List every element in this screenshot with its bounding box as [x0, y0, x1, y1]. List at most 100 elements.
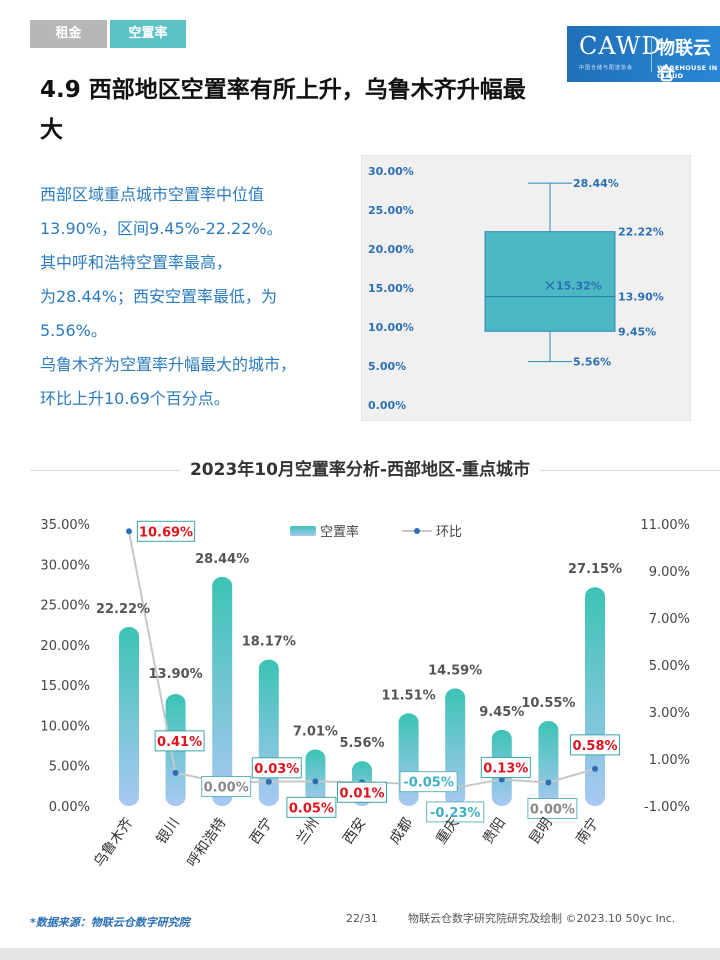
left-axis-tick-label: 20.00%: [40, 639, 90, 654]
line-value-label: 0.01%: [339, 786, 384, 801]
bar-value-label: 9.45%: [479, 705, 524, 720]
line-label-box: [480, 756, 531, 778]
bar-value-label: 5.56%: [339, 736, 384, 751]
copyright: 物联云仓数字研究院研究及绘制 ©2023.10 50yc Inc.: [408, 912, 676, 925]
left-axis-tick-label: 15.00%: [40, 679, 90, 694]
line-value-label: 0.05%: [289, 801, 334, 816]
line-label-box: [136, 520, 196, 542]
category-label: 成都: [387, 815, 416, 847]
category-label: 呼和浩特: [184, 815, 229, 870]
category-label: 银川: [154, 815, 183, 847]
box-y-tick-label: 10.00%: [368, 321, 414, 334]
box-y-tick-label: 30.00%: [368, 165, 414, 178]
line-value-label: 0.00%: [204, 781, 249, 796]
description-line: 其中呼和浩特空置率最高，: [40, 253, 233, 272]
bar-value-label: 18.17%: [242, 635, 296, 650]
box-min-label: 5.56%: [573, 356, 611, 369]
category-label: 南宁: [572, 815, 602, 848]
description-line: 13.90%，区间9.45%-22.22%。: [40, 219, 283, 238]
data-source: *数据来源：物联云仓数字研究院: [30, 916, 190, 929]
line-value-label: 0.41%: [157, 735, 202, 750]
page-number: 22/31: [346, 912, 378, 925]
line-label-box: [251, 757, 302, 779]
bar-value-label: 11.51%: [382, 688, 436, 703]
legend-line-label: 环比: [436, 525, 462, 540]
right-axis-tick-label: 11.00%: [640, 518, 690, 533]
description-line: 为28.44%；西安空置率最低，为: [40, 287, 278, 306]
bar-value-label: 13.90%: [149, 667, 203, 682]
tab-vacancy-rate[interactable]: 空置率: [110, 20, 186, 48]
line-value-label: 10.69%: [139, 525, 193, 540]
box-plot-panel: 0.00% 5.00% 10.00% 15.00% 20.00% 25.00% 30.00%…: [361, 155, 691, 421]
tab-rent[interactable]: 租金: [30, 20, 107, 48]
bar-value-label: 27.15%: [568, 562, 622, 577]
logo-separator: [651, 36, 652, 72]
category-label: 乌鲁木齐: [91, 815, 136, 870]
box-y-tick-label: 20.00%: [368, 243, 414, 256]
line-value-label: 0.03%: [254, 762, 299, 777]
left-axis-tick-label: 0.00%: [49, 800, 90, 815]
box-y-tick-label: 5.00%: [368, 360, 406, 373]
bar-value-label: 22.22%: [96, 602, 150, 617]
line-label-box: [570, 734, 620, 756]
box-y-tick-label: 0.00%: [368, 399, 406, 412]
box-iqr: [484, 231, 616, 332]
line-value-label: 0.58%: [572, 739, 617, 754]
category-label: 西安: [340, 815, 369, 847]
right-axis-tick-label: 3.00%: [649, 706, 690, 721]
left-axis-tick-label: 10.00%: [40, 719, 90, 734]
bar-value-label: 7.01%: [293, 725, 338, 740]
description-line: 乌鲁木齐为空置率升幅最大的城市，: [40, 355, 297, 374]
line-marker-银川: [172, 769, 179, 776]
bar-昆明: [538, 720, 559, 806]
box-mean-marker: [545, 280, 555, 291]
legend-bar-swatch: [290, 526, 316, 536]
right-axis-tick-label: 1.00%: [649, 753, 690, 768]
right-axis-tick-label: 9.00%: [649, 565, 690, 580]
chart-title-wrap: 2023年10月空置率分析-西部地区-重点城市: [0, 455, 720, 480]
line-marker-南宁: [592, 765, 598, 772]
logo-right-subtext: WAREHOUSE IN CLOUD: [657, 64, 718, 80]
category-label: 西宁: [246, 815, 276, 848]
line-value-label: 0.00%: [530, 803, 575, 818]
category-label: 昆明: [527, 815, 556, 847]
description: 西部区域重点城市空置率中位值 13.90%，区间9.45%-22.22%。 其中…: [40, 178, 350, 416]
bar-乌鲁木齐: [119, 626, 139, 806]
left-axis-tick-label: 35.00%: [40, 518, 90, 533]
line-marker-昆明: [545, 779, 552, 786]
box-q3-label: 22.22%: [618, 226, 664, 239]
line-label-box: [527, 798, 578, 819]
box-y-tick-label: 25.00%: [368, 204, 414, 217]
page-title: 4.9 西部地区空置率有所上升，乌鲁木齐升幅最大: [40, 77, 526, 143]
right-axis-tick-label: -1.00%: [644, 800, 690, 815]
line-marker-兰州: [312, 778, 319, 785]
box-plot: 0.00% 5.00% 10.00% 15.00% 20.00% 25.00% 30.00%…: [368, 165, 664, 412]
line-label-box: [154, 730, 205, 752]
bar-value-label: 28.44%: [195, 552, 249, 567]
right-axis-tick-label: 7.00%: [649, 612, 690, 627]
line-label-box: [337, 781, 387, 803]
box-y-tick-label: 15.00%: [368, 282, 414, 295]
line-label-box: [201, 776, 252, 797]
left-axis-tick-label: 5.00%: [49, 760, 90, 775]
combo-chart: 0.00% 5.00% 10.00% 15.00% 20.00% 25.00% 30.00%…: [40, 518, 690, 870]
right-axis-tick-label: 5.00%: [649, 659, 690, 674]
line-value-label: -0.05%: [403, 776, 454, 791]
cawd-logo: CAWD 中国仓储与配送协会 物联云仓 WAREHOUSE IN CLOUD: [567, 26, 720, 85]
bar-value-label: 10.55%: [521, 696, 575, 711]
line-label-box: [399, 771, 458, 793]
line-label-box: [426, 801, 485, 823]
description-line: 5.56%。: [40, 321, 107, 340]
box-q1-label: 9.45%: [618, 325, 656, 338]
box-max-label: 28.44%: [573, 177, 619, 190]
description-line: 西部区域重点城市空置率中位值: [40, 185, 265, 204]
category-label: 兰州: [294, 815, 323, 847]
legend-bar-label: 空置率: [320, 524, 359, 540]
box-median-label: 13.90%: [618, 291, 664, 304]
line-marker-乌鲁木齐: [126, 528, 132, 535]
line-marker-西宁: [265, 778, 272, 785]
box-mean-label: 15.32%: [556, 280, 602, 293]
logo-right-text: 物联云仓: [657, 38, 711, 85]
description-line: 环比上升10.69个百分点。: [40, 389, 230, 408]
bottom-bar: [0, 948, 720, 960]
